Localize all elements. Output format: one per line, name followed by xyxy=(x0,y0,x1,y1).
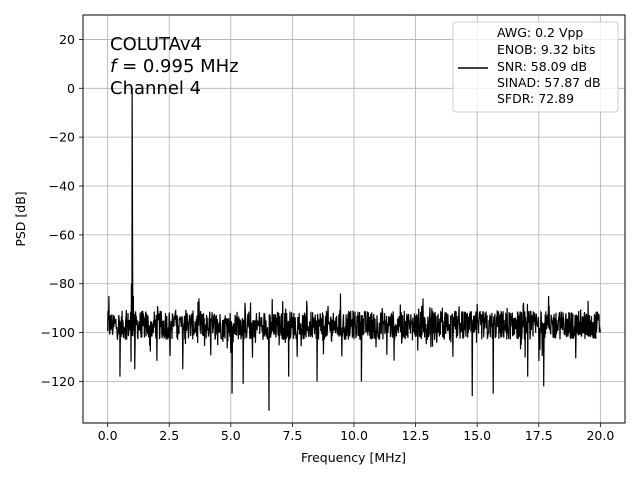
chart-annotation: COLUTAv4 f = 0.995 MHz Channel 4 xyxy=(110,34,239,99)
legend-entry-sinad: SINAD: 57.87 dB xyxy=(497,75,601,90)
x-tick-label: 10.0 xyxy=(340,428,368,443)
legend-entry-awg: AWG: 0.2 Vpp xyxy=(497,25,583,40)
x-tick-label: 2.5 xyxy=(159,428,179,443)
x-tick-label: 20.0 xyxy=(586,428,614,443)
y-tick-label: 0 xyxy=(67,81,75,96)
y-tick-label: −40 xyxy=(49,179,75,194)
y-tick-label: −100 xyxy=(41,325,75,340)
x-tick-label: 17.5 xyxy=(525,428,553,443)
y-tick-label: −20 xyxy=(49,130,75,145)
annotation-line-3: Channel 4 xyxy=(110,78,201,99)
data-layer xyxy=(107,88,601,411)
annotation-italic-f: f xyxy=(110,56,119,77)
y-tick-label: −80 xyxy=(49,276,75,291)
legend-entry-sfdr: SFDR: 72.89 xyxy=(497,91,574,106)
y-tick-label: −60 xyxy=(49,227,75,242)
legend-box xyxy=(452,21,619,113)
y-tick-label: 20 xyxy=(59,32,75,47)
series-psd-line xyxy=(107,88,601,411)
x-axis-label: Frequency [MHz] xyxy=(301,450,406,465)
y-axis-label: PSD [dB] xyxy=(13,191,28,246)
annotation-line-1: COLUTAv4 xyxy=(110,34,202,55)
x-tick-label: 5.0 xyxy=(221,428,241,443)
legend-entry-enob: ENOB: 9.32 bits xyxy=(497,42,595,57)
legend: AWG: 0.2 Vpp ENOB: 9.32 bits SNR: 58.09 … xyxy=(452,21,619,113)
x-tick-label: 12.5 xyxy=(402,428,430,443)
x-tick-label: 0.0 xyxy=(98,428,118,443)
annotation-frequency: = 0.995 MHz xyxy=(116,56,238,77)
x-tick-label: 7.5 xyxy=(282,428,302,443)
annotation-line-2: f = 0.995 MHz xyxy=(110,56,239,77)
x-tick-label: 15.0 xyxy=(463,428,491,443)
y-tick-label: −120 xyxy=(41,374,75,389)
legend-entry-snr: SNR: 58.09 dB xyxy=(497,59,587,74)
axis-ticks: 0.0 2.5 5.0 7.5 10.0 12.5 15.0 17.5 20.0 −120 −100… xyxy=(41,32,615,443)
